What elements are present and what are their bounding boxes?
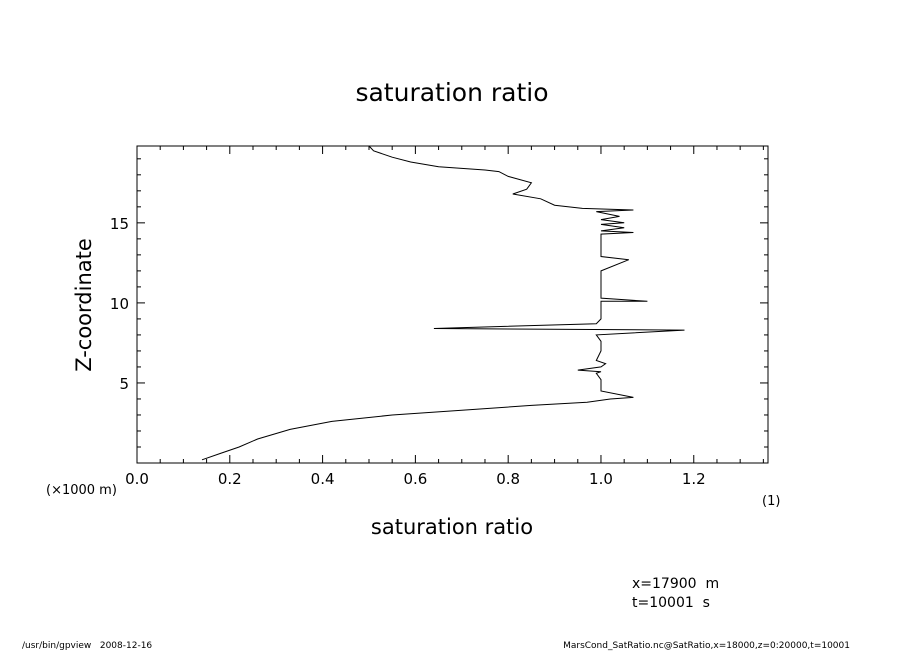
axis-ticks [136,146,768,463]
footer-program-date: /usr/bin/gpview 2008-12-16 [22,641,153,651]
x-tick-label: 0.4 [311,470,335,488]
y-tick-label: 5 [119,375,129,393]
saturation-ratio-line [201,145,685,461]
x-axis-units: (×1000 m) [46,483,117,498]
x-tick-label: 1.0 [589,470,613,488]
footer-data-source: MarsCond_SatRatio.nc@SatRatio,x=18000,z=… [563,641,850,651]
chart-title: saturation ratio [355,78,549,107]
tick-labels: 0.0 0.2 0.4 0.6 0.8 1.0 1.2 5 10 15 [110,215,706,488]
x-tick-label: 0.6 [403,470,427,488]
x-position-annotation: x=17900 m [632,576,720,592]
x-tick-label: 0.2 [218,470,242,488]
scale-factor-note: (1) [762,494,781,509]
x-tick-label: 0.0 [125,470,149,488]
y-tick-label: 10 [110,295,129,313]
x-axis-label: saturation ratio [370,515,534,539]
time-annotation: t=10001 s [632,595,710,611]
x-tick-label: 0.8 [496,470,520,488]
plot-frame [136,145,769,464]
y-tick-label: 15 [110,215,129,233]
x-tick-label: 1.2 [682,470,706,488]
